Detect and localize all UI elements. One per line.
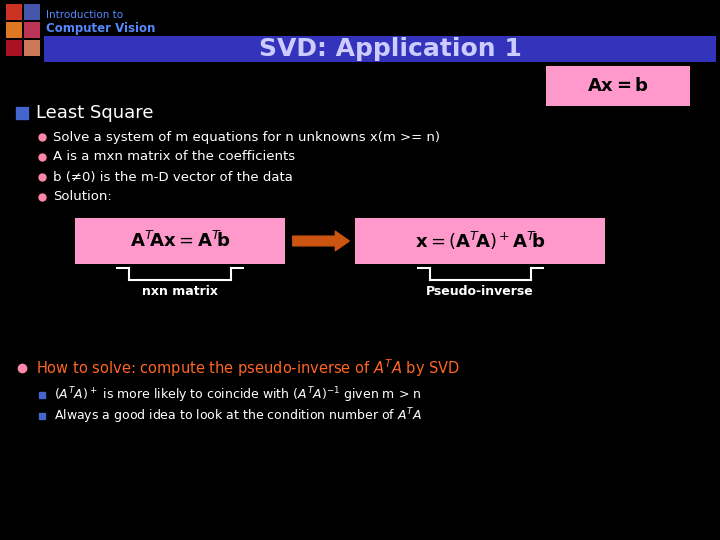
Text: $(A^TA)^+$ is more likely to coincide with $(A^TA)^{-1}$ given m > n: $(A^TA)^+$ is more likely to coincide wi… — [54, 385, 421, 405]
Text: $\mathbf{Ax = b}$: $\mathbf{Ax = b}$ — [587, 77, 649, 95]
Text: SVD: Application 1: SVD: Application 1 — [258, 37, 521, 61]
FancyBboxPatch shape — [6, 4, 22, 20]
Text: A is a mxn matrix of the coefficients: A is a mxn matrix of the coefficients — [53, 151, 295, 164]
FancyBboxPatch shape — [24, 22, 40, 38]
FancyBboxPatch shape — [24, 40, 40, 56]
FancyBboxPatch shape — [6, 22, 22, 38]
Text: Solution:: Solution: — [53, 191, 112, 204]
Text: $\mathbf{A}^T\!\mathbf{Ax} = \mathbf{A}^T\!\mathbf{b}$: $\mathbf{A}^T\!\mathbf{Ax} = \mathbf{A}^… — [130, 231, 230, 251]
FancyBboxPatch shape — [6, 40, 22, 56]
Text: nxn matrix: nxn matrix — [142, 285, 218, 298]
FancyBboxPatch shape — [546, 66, 690, 106]
FancyBboxPatch shape — [75, 218, 285, 264]
Text: Introduction to: Introduction to — [46, 10, 123, 20]
Text: Least Square: Least Square — [36, 104, 153, 122]
Text: How to solve: compute the pseudo-inverse of $A^TA$ by SVD: How to solve: compute the pseudo-inverse… — [36, 357, 460, 379]
FancyBboxPatch shape — [24, 4, 40, 20]
Text: b (≠0) is the m-D vector of the data: b (≠0) is the m-D vector of the data — [53, 171, 293, 184]
Text: Solve a system of m equations for n unknowns x(m >= n): Solve a system of m equations for n unkn… — [53, 131, 440, 144]
FancyBboxPatch shape — [355, 218, 605, 264]
Text: $\mathbf{x} = (\mathbf{A}^T\!\mathbf{A})^+\mathbf{A}^T\!\mathbf{b}$: $\mathbf{x} = (\mathbf{A}^T\!\mathbf{A})… — [415, 230, 545, 252]
Text: Computer Vision: Computer Vision — [46, 22, 156, 35]
FancyBboxPatch shape — [44, 36, 716, 62]
FancyArrowPatch shape — [293, 231, 349, 251]
Text: Always a good idea to look at the condition number of $A^TA$: Always a good idea to look at the condit… — [54, 406, 422, 426]
Text: Pseudo-inverse: Pseudo-inverse — [426, 285, 534, 298]
